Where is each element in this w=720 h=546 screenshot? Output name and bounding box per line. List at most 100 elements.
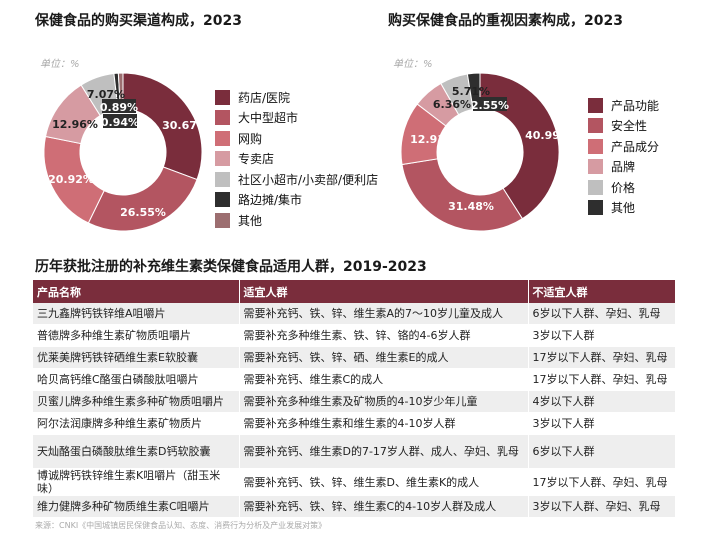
donut-label-4: 6.36% <box>433 98 471 111</box>
donut-label-3: 12.91% <box>410 133 456 146</box>
legend-item: 产品成分 <box>588 136 659 157</box>
legend-swatch <box>588 138 603 154</box>
cell-suitable: 需要补充多种维生素及矿物质的4-10岁少年儿童 <box>239 390 529 413</box>
legend-label: 其他 <box>238 213 263 228</box>
cell-suitable: 需要补充钙、铁、锌、硒、维生素E的成人 <box>239 346 529 369</box>
cell-product-name: 天灿酪蛋白磷酸肽维生素D钙软胶囊 <box>33 434 240 469</box>
cell-suitable: 需要补充多种维生素和维生素的4-10岁人群 <box>239 412 529 435</box>
header-suitable: 适宜人群 <box>239 280 529 303</box>
cell-suitable: 需要补充钙、铁、锌、维生素A的7～10岁儿童及成人 <box>239 303 529 325</box>
legend-item: 大中型超市 <box>215 108 378 129</box>
legend-label: 安全性 <box>611 119 648 134</box>
table-row: 哈贝高钙维C酪蛋白磷酸肽咀嚼片 需要补充钙、维生素C的成人 17岁以下人群、孕妇、乳… <box>33 368 676 391</box>
donut-label-5: 5.71% <box>452 85 490 98</box>
chart1-title: 保健食品的购买渠道构成，2023 <box>35 13 242 29</box>
legend-item: 路边摊/集市 <box>215 190 378 211</box>
donut-slice-2 <box>87 166 198 232</box>
table-row: 维力健牌多种矿物质维生素C咀嚼片 需要补充钙、铁、锌、维生素C的4-10岁人群及成… <box>33 495 676 518</box>
table-header-row: 产品名称 适宜人群 不适宜人群 <box>33 280 676 303</box>
table-row: 阿尔法润康牌多种维生素矿物质片 需要补充多种维生素和维生素的4-10岁人群 3岁以下… <box>33 412 676 435</box>
donut-label-7: 0.94% <box>101 116 139 129</box>
legend-label: 产品成分 <box>611 139 660 154</box>
chart2-unit: 单位：% <box>393 59 433 70</box>
cell-product-name: 哈贝高钙维C酪蛋白磷酸肽咀嚼片 <box>33 368 240 391</box>
legend-item: 产品功能 <box>588 95 659 116</box>
legend-swatch <box>215 212 230 228</box>
legend-label: 大中型超市 <box>238 111 299 126</box>
table-row: 普德牌多种维生素矿物质咀嚼片 需要补充多种维生素、铁、锌、铬的4-6岁人群 3岁以下… <box>33 324 676 347</box>
cell-unsuitable: 17岁以下人群、孕妇、乳母 <box>528 468 676 496</box>
table-row: 博诚牌钙铁锌维生素K咀嚼片（甜玉米味） 需要补充钙、铁、锌、维生素D、维生素K的成… <box>33 468 676 496</box>
table-row: 贝蜜儿牌多种维生素多种矿物质咀嚼片 需要补充多种维生素及矿物质的4-10岁少年儿童… <box>33 390 676 413</box>
chart1-donut: 30.67% 26.55% 20.92% 12.96% 7.07%0.89% 0.94% <box>43 72 208 232</box>
cell-unsuitable: 17岁以下人群、孕妇、乳母 <box>528 368 676 391</box>
chart2-title: 购买保健食品的重视因素构成，2023 <box>388 13 623 29</box>
donut-slice-1 <box>122 72 203 181</box>
legend-label: 网购 <box>238 131 263 146</box>
legend-label: 其他 <box>611 201 636 216</box>
table-row: 优莱美牌钙铁锌硒维生素E软胶囊 需要补充钙、铁、锌、硒、维生素E的成人 17岁以下人… <box>33 346 676 369</box>
donut-slice-2 <box>401 158 524 232</box>
header-unsuitable: 不适宜人群 <box>528 280 676 303</box>
donut-label-3: 20.92% <box>48 173 94 186</box>
legend-label: 社区小超市/小卖部/便利店 <box>238 172 379 187</box>
donut-label-1: 40.99% <box>525 129 571 142</box>
donut-label-6: 2.55% <box>471 99 509 112</box>
legend-swatch <box>588 118 603 134</box>
cell-suitable: 需要补充多种维生素、铁、锌、铬的4-6岁人群 <box>239 324 529 347</box>
donut-label-1: 30.67% <box>162 119 208 132</box>
legend-label: 价格 <box>611 180 636 195</box>
legend-swatch <box>588 200 603 216</box>
cell-unsuitable: 3岁以下人群、孕妇、乳母 <box>528 495 676 518</box>
legend-swatch <box>215 89 230 105</box>
legend-item: 专卖店 <box>215 149 378 170</box>
cell-product-name: 优莱美牌钙铁锌硒维生素E软胶囊 <box>33 346 240 369</box>
donut-label-box-6 <box>473 97 507 111</box>
chart1-legend: 药店/医院大中型超市网购专卖店社区小超市/小卖部/便利店 路边摊/集市 其他 <box>215 87 378 231</box>
donut-label-4: 12.96% <box>52 118 98 131</box>
legend-item: 网购 <box>215 128 378 149</box>
legend-item: 其他 <box>588 198 659 219</box>
legend-label: 药店/医院 <box>238 90 291 105</box>
legend-swatch <box>588 159 603 175</box>
cell-suitable: 需要补充钙、铁、锌、维生素C的4-10岁人群及成人 <box>239 495 529 518</box>
cell-unsuitable: 17岁以下人群、孕妇、乳母 <box>528 346 676 369</box>
legend-swatch <box>215 192 230 208</box>
cell-suitable: 需要补充钙、维生素D的7-17岁人群、成人、孕妇、乳母 <box>239 434 529 469</box>
cell-product-name: 博诚牌钙铁锌维生素K咀嚼片（甜玉米味） <box>33 468 240 496</box>
cell-product-name: 阿尔法润康牌多种维生素矿物质片 <box>33 412 240 435</box>
products-table: 产品名称 适宜人群 不适宜人群 三九鑫牌钙铁锌维A咀嚼片 需要补充钙、铁、锌、维生… <box>33 280 676 518</box>
source-note: 来源：CNKI《中国城镇居民保健食品认知、态度、消费行为分析及产业发展对策》 <box>35 521 327 530</box>
legend-swatch <box>215 130 230 146</box>
cell-product-name: 普德牌多种维生素矿物质咀嚼片 <box>33 324 240 347</box>
cell-unsuitable: 3岁以下人群 <box>528 324 676 347</box>
legend-swatch <box>588 97 603 113</box>
legend-label: 路边摊/集市 <box>238 193 303 208</box>
table-title: 历年获批注册的补充维生素类保健食品适用人群，2019-2023 <box>35 259 427 275</box>
chart2-donut: 40.99% 31.48% 12.91% 6.36%5.71%2.55% <box>400 72 571 232</box>
donut-label-6: 0.89% <box>100 101 138 114</box>
cell-product-name: 维力健牌多种矿物质维生素C咀嚼片 <box>33 495 240 518</box>
legend-item: 其他 <box>215 210 378 231</box>
table-row: 天灿酪蛋白磷酸肽维生素D钙软胶囊 需要补充钙、维生素D的7-17岁人群、成人、孕妇… <box>33 434 676 469</box>
legend-item: 药店/医院 <box>215 87 378 108</box>
legend-swatch <box>588 179 603 195</box>
donut-label-2: 31.48% <box>448 200 494 213</box>
legend-label: 品牌 <box>611 160 636 175</box>
donut-label-box-6 <box>102 99 136 113</box>
legend-item: 社区小超市/小卖部/便利店 <box>215 169 378 190</box>
donut-label-5: 7.07% <box>87 88 125 101</box>
cell-product-name: 贝蜜儿牌多种维生素多种矿物质咀嚼片 <box>33 390 240 413</box>
cell-product-name: 三九鑫牌钙铁锌维A咀嚼片 <box>33 303 240 325</box>
cell-unsuitable: 3岁以下人群 <box>528 412 676 435</box>
legend-swatch <box>215 171 230 187</box>
cell-suitable: 需要补充钙、维生素C的成人 <box>239 368 529 391</box>
header-product-name: 产品名称 <box>33 280 240 303</box>
legend-item: 安全性 <box>588 116 659 137</box>
table-row: 三九鑫牌钙铁锌维A咀嚼片 需要补充钙、铁、锌、维生素A的7～10岁儿童及成人 6岁以… <box>33 303 676 325</box>
cell-suitable: 需要补充钙、铁、锌、维生素D、维生素K的成人 <box>239 468 529 496</box>
legend-label: 产品功能 <box>611 98 660 113</box>
cell-unsuitable: 6岁以下人群、孕妇、乳母 <box>528 303 676 325</box>
cell-unsuitable: 4岁以下人群 <box>528 390 676 413</box>
chart1-unit: 单位：% <box>40 59 80 70</box>
